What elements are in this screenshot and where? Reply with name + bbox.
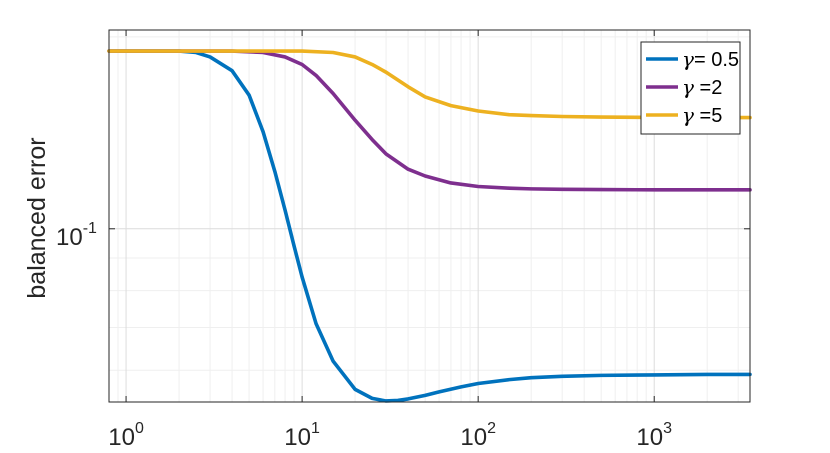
series-layer xyxy=(107,49,752,403)
legend-label: γ =5 xyxy=(682,103,722,127)
legend-label: γ= 0.5 xyxy=(682,47,739,71)
series-line-1 xyxy=(107,49,752,403)
y-axis-label: balanced error xyxy=(23,137,51,298)
x-tick-label: 102 xyxy=(460,420,496,451)
legend: γ= 0.5 γ =2 γ =5 xyxy=(640,41,741,135)
legend-label: γ =2 xyxy=(682,75,722,99)
minor-grid xyxy=(108,30,750,402)
x-tick-label: 100 xyxy=(108,420,144,451)
plot-frame xyxy=(108,29,751,403)
y-tick-label: 10-1 xyxy=(56,220,97,251)
series-line-3 xyxy=(107,49,752,120)
ticks-layer: 100 101 102 103 10-1 xyxy=(56,30,750,451)
x-tick-label: 101 xyxy=(284,420,320,451)
x-tick-label: 103 xyxy=(636,420,672,451)
